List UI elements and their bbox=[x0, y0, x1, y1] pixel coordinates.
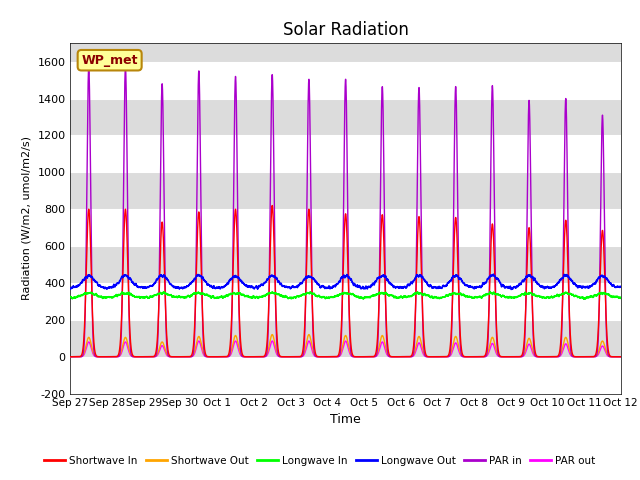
Bar bbox=[70, 357, 621, 394]
X-axis label: Time: Time bbox=[330, 413, 361, 426]
Bar bbox=[70, 43, 621, 61]
Bar bbox=[70, 209, 621, 246]
Legend: Shortwave In, Shortwave Out, Longwave In, Longwave Out, PAR in, PAR out: Shortwave In, Shortwave Out, Longwave In… bbox=[40, 452, 600, 470]
Bar bbox=[70, 61, 621, 98]
Y-axis label: Radiation (W/m2, umol/m2/s): Radiation (W/m2, umol/m2/s) bbox=[22, 136, 32, 300]
Bar bbox=[70, 246, 621, 283]
Bar bbox=[70, 135, 621, 172]
Bar bbox=[70, 320, 621, 357]
Bar bbox=[70, 98, 621, 135]
Bar bbox=[70, 172, 621, 209]
Title: Solar Radiation: Solar Radiation bbox=[283, 21, 408, 39]
Text: WP_met: WP_met bbox=[81, 54, 138, 67]
Bar bbox=[70, 283, 621, 320]
